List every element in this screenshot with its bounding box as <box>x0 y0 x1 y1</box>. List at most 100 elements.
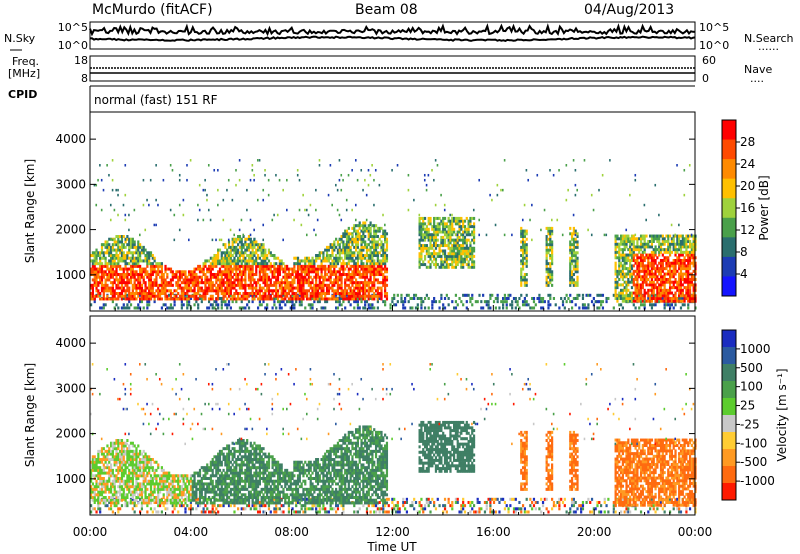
echo-cell <box>692 253 695 257</box>
echo-cell <box>120 237 124 241</box>
echo-cell <box>153 294 156 298</box>
echo-cell <box>220 254 223 258</box>
echo-cell <box>246 264 249 268</box>
echo-cell <box>90 254 93 258</box>
echo-cell <box>449 241 452 245</box>
echo-cell <box>320 251 323 255</box>
echo-cell <box>645 280 648 284</box>
echo-cell <box>436 252 439 256</box>
echo-cell <box>244 259 247 263</box>
echo-cell <box>641 261 644 265</box>
echo-cell <box>262 259 265 263</box>
echo-cell <box>131 292 134 296</box>
echo-cell <box>293 297 296 301</box>
echo-cell <box>576 267 579 271</box>
echo-cell <box>502 296 505 300</box>
echo-cell <box>373 203 375 207</box>
echo-cell <box>137 292 140 296</box>
echo-cell <box>574 296 577 300</box>
echo-cell <box>318 300 321 304</box>
echo-cell <box>581 303 585 307</box>
echo-cell <box>668 272 672 276</box>
echo-cell <box>576 256 579 260</box>
echo-cell <box>202 297 205 301</box>
echo-cell <box>100 458 104 462</box>
echo-cell <box>630 267 634 271</box>
echo-cell <box>298 297 301 301</box>
echo-cell <box>302 294 305 298</box>
echo-cell <box>618 264 621 268</box>
echo-cell <box>113 248 116 252</box>
echo-cell <box>140 275 144 279</box>
echo-cell <box>296 294 300 298</box>
echo-cell <box>135 306 138 310</box>
echo-cell <box>229 228 232 232</box>
echo-cell <box>356 294 360 298</box>
echo-cell <box>313 267 316 271</box>
echo-cell <box>551 243 554 247</box>
echo-cell <box>97 507 100 511</box>
echo-cell <box>340 188 343 192</box>
echo-cell <box>109 273 113 277</box>
echo-cell <box>650 303 654 307</box>
echo-cell <box>416 306 419 310</box>
echo-cell <box>369 221 372 225</box>
echo-cell <box>151 254 154 258</box>
echo-cell <box>282 238 284 242</box>
echo-cell <box>211 303 214 307</box>
echo-cell <box>532 300 536 304</box>
echo-cell <box>356 254 360 258</box>
echo-cell <box>209 303 212 307</box>
echo-cell <box>576 245 579 249</box>
echo-cell <box>639 300 643 304</box>
echo-cell <box>111 294 114 298</box>
echo-cell <box>523 235 526 239</box>
echo-cell <box>338 300 341 304</box>
echo-cell <box>97 281 100 285</box>
echo-cell <box>400 300 403 304</box>
echo-cell <box>238 281 242 285</box>
echo-cell <box>227 243 231 247</box>
echo-cell <box>360 237 363 241</box>
echo-cell <box>304 278 307 282</box>
echo-cell <box>300 300 303 304</box>
echo-cell <box>683 296 686 300</box>
echo-cell <box>572 278 575 282</box>
echo-cell <box>367 306 370 310</box>
echo-cell <box>545 278 548 282</box>
echo-cell <box>561 233 564 237</box>
echo-cell <box>240 240 243 244</box>
echo-cell <box>420 233 423 237</box>
echo-cell <box>182 294 185 298</box>
echo-cell <box>95 275 98 279</box>
echo-cell <box>224 243 227 247</box>
echo-cell <box>423 246 427 250</box>
echo-cell <box>672 239 675 243</box>
echo-cell <box>100 251 104 255</box>
echo-cell <box>320 294 323 298</box>
echo-cell <box>429 241 432 245</box>
echo-cell <box>140 248 144 252</box>
echo-cell <box>636 253 639 257</box>
echo-cell <box>679 248 683 252</box>
echo-cell <box>227 294 231 298</box>
echo-cell <box>668 267 672 271</box>
echo-cell <box>128 240 131 244</box>
echo-cell <box>440 254 443 258</box>
echo-cell <box>678 291 681 295</box>
echo-cell <box>638 283 641 287</box>
echo-cell <box>129 278 133 282</box>
echo-cell <box>273 275 276 279</box>
echo-cell <box>384 223 386 227</box>
echo-cell <box>365 264 369 268</box>
echo-cell <box>376 273 379 277</box>
echo-cell <box>423 230 427 234</box>
echo-cell <box>338 275 341 279</box>
echo-cell <box>471 246 474 250</box>
echo-cell <box>184 270 187 274</box>
echo-cell <box>678 267 681 271</box>
echo-cell <box>100 243 104 247</box>
echo-cell <box>93 259 96 263</box>
echo-cell <box>668 306 672 310</box>
echo-cell <box>95 278 98 282</box>
